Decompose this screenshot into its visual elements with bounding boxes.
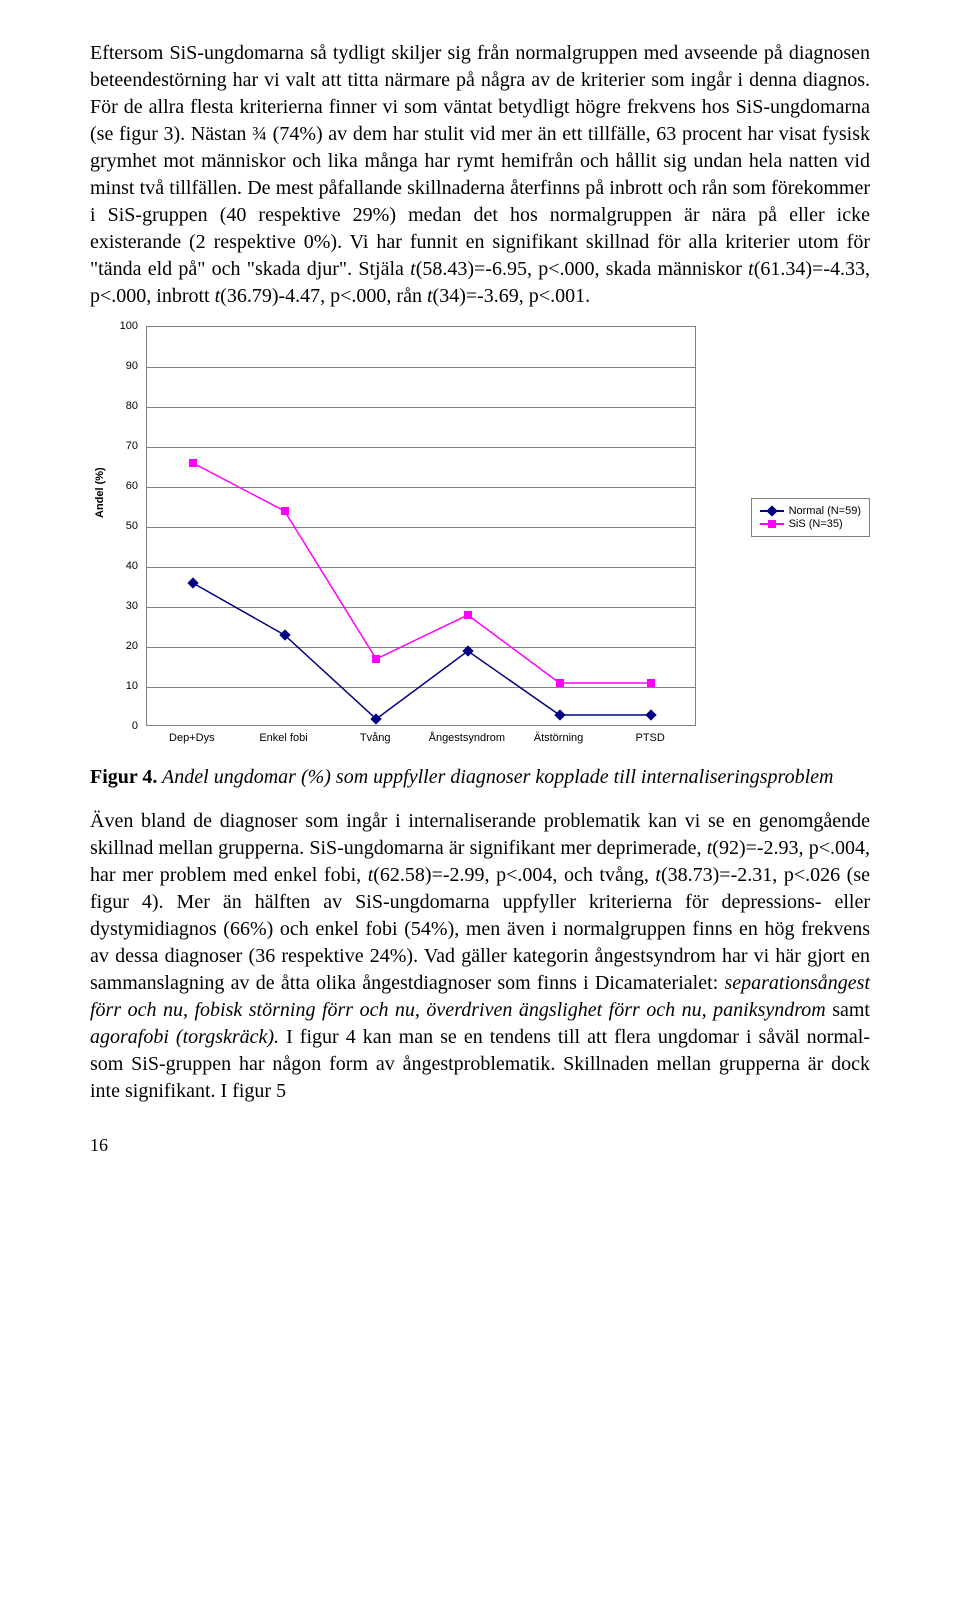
y-tick-label: 80 (90, 400, 138, 412)
stat-1: (58.43)=-6.95, p<.000, skada människor (416, 258, 748, 280)
data-marker (647, 679, 655, 687)
legend-item: Normal (N=59) (760, 505, 861, 517)
x-tick-label: PTSD (635, 732, 664, 744)
series-line (193, 463, 651, 683)
y-tick-label: 60 (90, 480, 138, 492)
figcap-text: Andel ungdomar (%) som uppfyller diagnos… (157, 766, 833, 788)
figure-4-caption: Figur 4. Andel ungdomar (%) som uppfylle… (90, 764, 870, 790)
legend-marker (766, 505, 777, 516)
y-axis-label: Andel (%) (94, 467, 106, 518)
legend-swatch (760, 523, 784, 525)
data-marker (372, 655, 380, 663)
y-tick-label: 100 (90, 320, 138, 332)
y-tick-label: 10 (90, 680, 138, 692)
legend: Normal (N=59)SiS (N=35) (751, 498, 870, 537)
p1-text: Eftersom SiS-ungdomarna så tydligt skilj… (90, 42, 870, 280)
series-line (193, 583, 651, 719)
plot-area (146, 326, 696, 726)
paragraph-1: Eftersom SiS-ungdomarna så tydligt skilj… (90, 40, 870, 310)
data-marker (281, 507, 289, 515)
y-tick-label: 20 (90, 640, 138, 652)
stat-4: (34)=-3.69, p<.001. (433, 285, 591, 307)
data-marker (556, 679, 564, 687)
x-tick-label: Dep+Dys (169, 732, 215, 744)
y-tick-label: 50 (90, 520, 138, 532)
p2-list2: agorafobi (torgskräck). (90, 1026, 286, 1048)
p2-s2: (62.58)=-2.99, p<.004, och tvång, (373, 864, 655, 886)
y-tick-label: 40 (90, 560, 138, 572)
legend-label: SiS (N=35) (789, 518, 843, 530)
figure-4-chart: Andel (%) Normal (N=59)SiS (N=35) 0 10 20 3… (90, 318, 870, 758)
data-marker (464, 611, 472, 619)
p2-mid: samt (832, 999, 870, 1021)
x-tick-label: Enkel fobi (259, 732, 307, 744)
paragraph-2: Även bland de diagnoser som ingår i inte… (90, 808, 870, 1105)
y-tick-label: 0 (90, 720, 138, 732)
y-tick-label: 90 (90, 360, 138, 372)
figcap-label: Figur 4. (90, 766, 157, 788)
chart-lines (147, 327, 697, 727)
data-marker (189, 459, 197, 467)
x-tick-label: Ångestsyndrom (429, 732, 505, 744)
x-tick-label: Tvång (360, 732, 391, 744)
legend-label: Normal (N=59) (789, 505, 861, 517)
legend-swatch (760, 510, 784, 512)
page-number: 16 (90, 1135, 870, 1156)
y-tick-label: 30 (90, 600, 138, 612)
legend-item: SiS (N=35) (760, 518, 861, 530)
legend-marker (768, 520, 776, 528)
stat-3: (36.79)-4.47, p<.000, rån (220, 285, 427, 307)
x-tick-label: Ätstörning (534, 732, 584, 744)
y-tick-label: 70 (90, 440, 138, 452)
